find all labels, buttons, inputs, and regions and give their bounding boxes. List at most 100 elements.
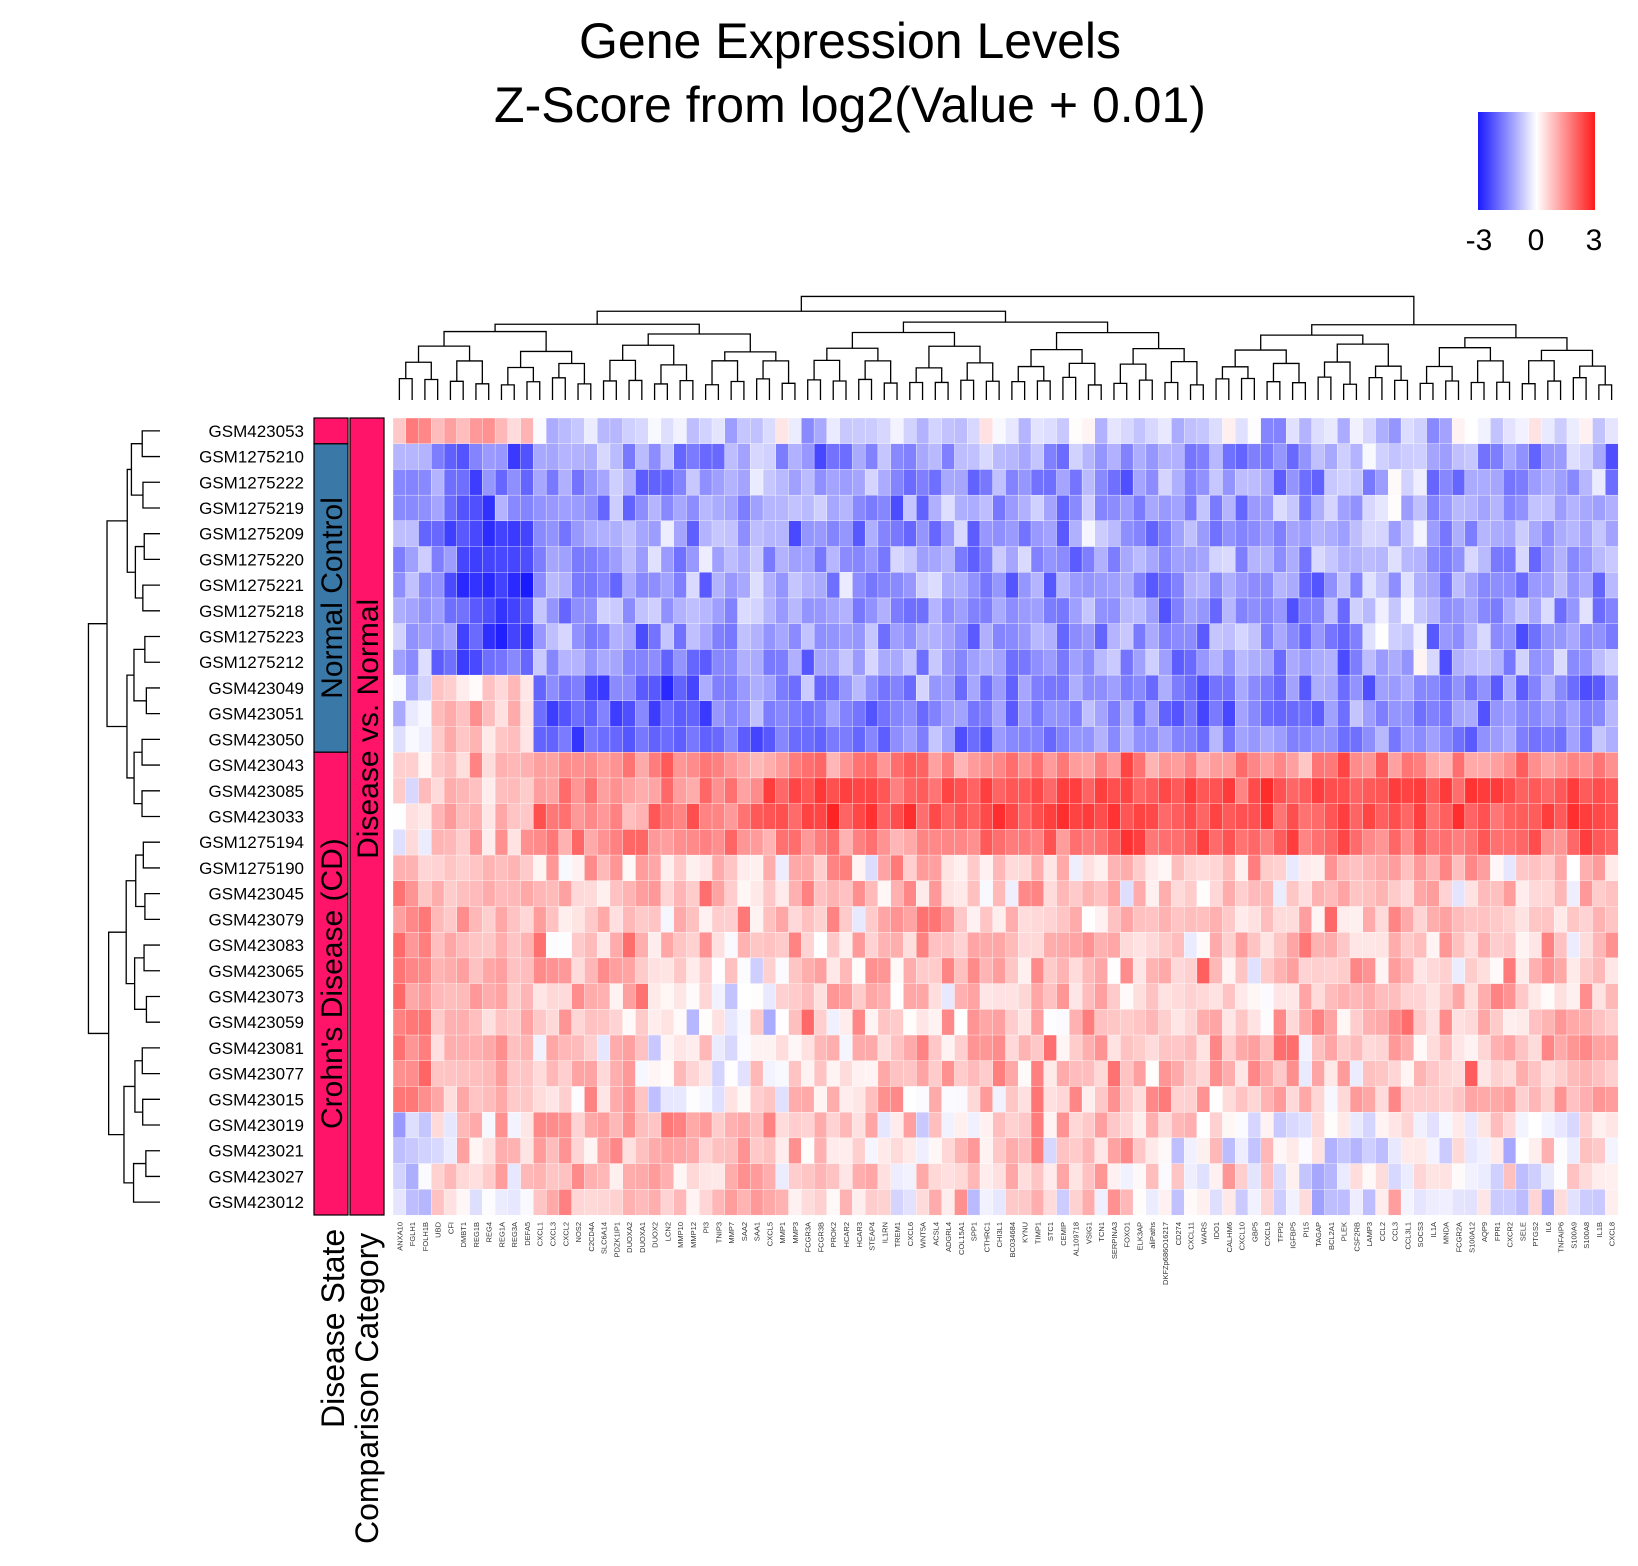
heatmap-cell [699, 1060, 713, 1087]
heatmap-cell [558, 546, 572, 573]
heatmap-cell [1158, 597, 1172, 625]
heatmap-cell [1566, 957, 1581, 984]
heatmap-cell [1298, 649, 1313, 676]
heatmap-cell [673, 829, 687, 856]
heatmap-cell [1451, 1034, 1466, 1062]
heatmap-cell [1451, 726, 1466, 753]
heatmap-cell [673, 674, 687, 702]
heatmap-cell [1030, 726, 1045, 753]
heatmap-cell [737, 623, 751, 650]
heatmap-cell [494, 803, 509, 830]
heatmap-cell [405, 803, 419, 830]
heatmap-cell [1183, 777, 1198, 804]
row-label: GSM423081 [209, 1039, 304, 1058]
heatmap-cell [1298, 700, 1313, 727]
heatmap-cell [1286, 674, 1300, 702]
heatmap-cell [1528, 623, 1542, 650]
heatmap-cell [1541, 546, 1555, 573]
heatmap-cell [1120, 1163, 1134, 1190]
heatmap-cell [1502, 494, 1517, 522]
heatmap-cell [762, 1189, 777, 1216]
heatmap-cell [916, 880, 930, 907]
heatmap-cell [1235, 752, 1249, 779]
heatmap-cell [1222, 443, 1236, 470]
heatmap-cell [979, 1034, 994, 1062]
heatmap-cell [1311, 417, 1325, 445]
heatmap-cell [1311, 1189, 1325, 1216]
heatmap-cell [826, 906, 840, 933]
heatmap-cell [1107, 623, 1121, 650]
heatmap-cell [482, 623, 496, 650]
heatmap-cell [1043, 752, 1057, 779]
heatmap-cell [648, 443, 662, 470]
row-label: GSM423085 [209, 782, 304, 801]
heatmap-cell [801, 546, 815, 573]
heatmap-cell [826, 803, 840, 830]
heatmap-cell [558, 649, 572, 676]
heatmap-cell [954, 983, 968, 1010]
heatmap-cell [1477, 417, 1491, 445]
heatmap-cell [1490, 880, 1504, 907]
heatmap-cell [1056, 803, 1070, 830]
heatmap-cell [1056, 674, 1070, 702]
heatmap-cell [1273, 546, 1287, 573]
heatmap-cell [813, 752, 828, 779]
heatmap-cell [762, 932, 777, 959]
heatmap-cell [1107, 777, 1121, 804]
heatmap-cell [1515, 752, 1530, 779]
heatmap-cell [852, 726, 866, 753]
heatmap-cell [1260, 1189, 1274, 1216]
heatmap-cell [1247, 1034, 1262, 1062]
heatmap-cell [1030, 880, 1045, 907]
heatmap-cell [571, 906, 585, 933]
heatmap-cell [1515, 803, 1530, 830]
heatmap-cell [1222, 880, 1236, 907]
heatmap-cell [890, 803, 904, 830]
heatmap-cell [520, 906, 534, 933]
heatmap-cell [1107, 1137, 1121, 1164]
heatmap-cell [699, 1034, 713, 1062]
column-label: AL109718 [1072, 1222, 1081, 1256]
heatmap-cell [596, 623, 611, 650]
heatmap-cell [992, 1009, 1006, 1036]
heatmap-cell [1592, 854, 1606, 882]
heatmap-cell [673, 597, 687, 625]
heatmap-cell [992, 469, 1006, 496]
heatmap-cell [1490, 649, 1504, 676]
heatmap-cell [1528, 1189, 1542, 1216]
heatmap-cell [507, 1189, 521, 1216]
heatmap-cell [1158, 494, 1172, 522]
heatmap-cell [571, 777, 585, 804]
heatmap-cell [418, 880, 432, 907]
heatmap-cell [813, 829, 828, 856]
heatmap-cell [1464, 494, 1478, 522]
heatmap-cell [788, 417, 802, 445]
heatmap-cell [584, 880, 598, 907]
heatmap-cell [418, 726, 432, 753]
heatmap-cell [1605, 1034, 1619, 1062]
heatmap-cell [1081, 1009, 1096, 1036]
heatmap-cell [520, 649, 534, 676]
heatmap-cell [405, 674, 419, 702]
heatmap-cell [520, 572, 534, 599]
column-label: CXCL5 [765, 1222, 774, 1246]
heatmap-cell [686, 957, 700, 984]
heatmap-cell [1464, 572, 1478, 599]
heatmap-cell [507, 1034, 521, 1062]
heatmap-cell [813, 906, 828, 933]
heatmap-cell [1311, 443, 1325, 470]
heatmap-cell [1069, 417, 1083, 445]
heatmap-cell [1196, 906, 1210, 933]
heatmap-cell [673, 777, 687, 804]
heatmap-cell [1247, 1086, 1262, 1113]
heatmap-cell [1158, 803, 1172, 830]
heatmap-cell [1311, 752, 1325, 779]
heatmap-cell [1426, 1060, 1440, 1087]
heatmap-cell [967, 906, 981, 933]
heatmap-cell [877, 494, 891, 522]
heatmap-cell [1043, 726, 1057, 753]
heatmap-cell [1286, 983, 1300, 1010]
heatmap-cell [903, 1137, 917, 1164]
heatmap-cell [699, 777, 713, 804]
heatmap-cell [1043, 1111, 1057, 1139]
